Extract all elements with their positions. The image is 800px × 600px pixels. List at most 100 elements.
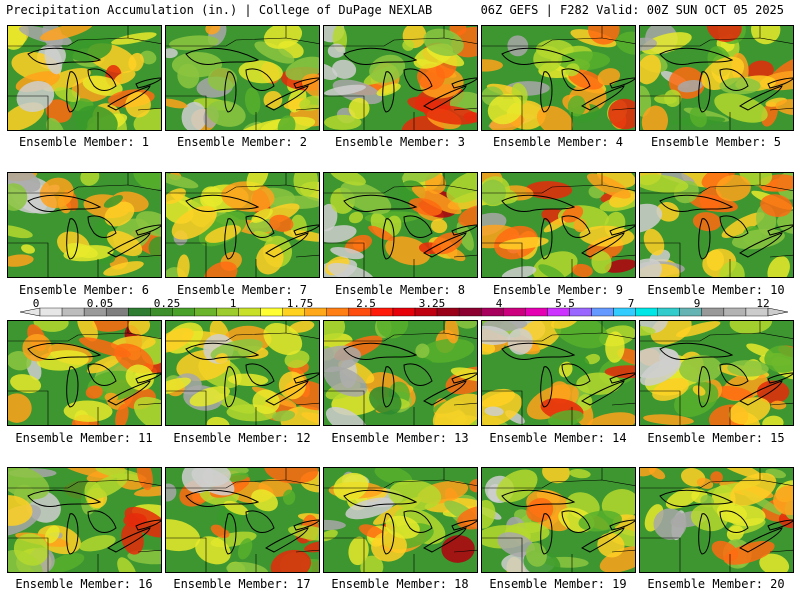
precip-contour [269,214,294,232]
precip-contour [324,321,346,340]
precip-contour [430,218,448,234]
lake-outline [343,342,418,360]
precip-contour [374,468,413,485]
precip-contour [456,221,474,251]
precip-contour [221,181,275,212]
precip-contour [714,386,753,401]
precip-contour [237,538,253,560]
precip-contour [604,259,635,273]
precip-contour [63,400,113,422]
precip-contour [605,331,625,363]
colorbar-tick-label: 1 [229,297,237,310]
lake-outline [66,71,79,113]
precip-contour [289,321,315,333]
ensemble-member-map [7,25,162,131]
precip-contour [44,44,63,75]
lake-outline [581,380,625,406]
lake-outline [540,218,553,260]
colorbar-segment [260,307,283,317]
lake-outline [27,489,102,507]
lake-outline [698,218,711,260]
lake-outline [698,71,711,113]
precip-contour [542,468,570,484]
ensemble-member-map [639,467,794,573]
boundary-line [324,479,477,489]
boundary-line [482,242,523,277]
precip-contour [226,561,269,572]
lake-outline [540,366,553,408]
precip-contour [572,263,593,277]
precip-contour [640,468,656,477]
precip-contour [706,26,742,43]
precip-contour [641,32,692,55]
boundary-line [166,390,207,425]
precip-contour [75,105,118,130]
ensemble-member-label: Ensemble Member: 2 [176,135,308,149]
precip-contour [710,471,723,484]
precip-contour [264,468,319,484]
precip-contour [133,108,161,130]
precip-contour [640,326,656,336]
boundary-line [137,549,161,553]
lake-outline [135,519,161,531]
precip-contour [482,59,503,72]
lake-outline [224,218,237,260]
precip-contour [325,406,368,425]
boundary-line [137,107,161,111]
boundary-line [482,37,635,47]
precip-contour [330,247,364,260]
ensemble-member-map [639,25,794,131]
lake-outline [87,215,117,238]
boundary-line [324,37,477,47]
colorbar-segment [458,307,482,317]
lake-outline [501,489,576,507]
precip-contour [656,201,680,222]
precip-contour [238,118,289,130]
precip-contour [761,101,778,127]
colorbar-tick-label: 7 [627,297,635,310]
precip-contour [33,321,69,332]
precip-contour [324,366,368,397]
lake-outline [185,194,260,212]
boundary-line [137,402,161,406]
lake-outline [343,194,418,212]
precip-contour [652,173,695,185]
precip-contour [324,519,346,531]
precip-contour [195,536,231,565]
ensemble-member-map [323,320,478,426]
colorbar-segment [326,307,350,317]
precip-contour [282,489,296,505]
precip-contour [329,173,366,186]
precip-contour [715,174,751,202]
lake-outline [293,519,319,531]
precip-contour [171,205,217,240]
ensemble-member-map [481,172,636,278]
precip-contour [128,321,151,336]
precip-contour [114,70,136,85]
colorbar-segment [392,307,416,317]
lake-outline [66,513,79,555]
precip-contour [166,48,178,59]
precip-contour [345,497,394,520]
precip-contour [756,380,790,404]
precip-contour [653,508,687,540]
lake-outline [107,380,151,406]
precip-contour [640,37,657,51]
precip-contour [36,350,89,371]
ensemble-member-label: Ensemble Member: 5 [650,135,782,149]
ensemble-member-map [639,320,794,426]
colorbar-segment [635,307,658,317]
precip-contour [501,266,537,277]
lake-outline [767,372,793,384]
lake-outline [659,342,734,360]
precip-contour [711,540,739,562]
lake-outline [403,510,433,533]
precip-contour [254,41,295,64]
boundary-line [295,549,319,553]
boundary-line [611,254,635,258]
precip-contour [246,173,269,191]
precip-contour [85,385,103,399]
boundary-line [453,254,477,258]
boundary-line [166,537,207,572]
boundary-line [166,332,319,342]
